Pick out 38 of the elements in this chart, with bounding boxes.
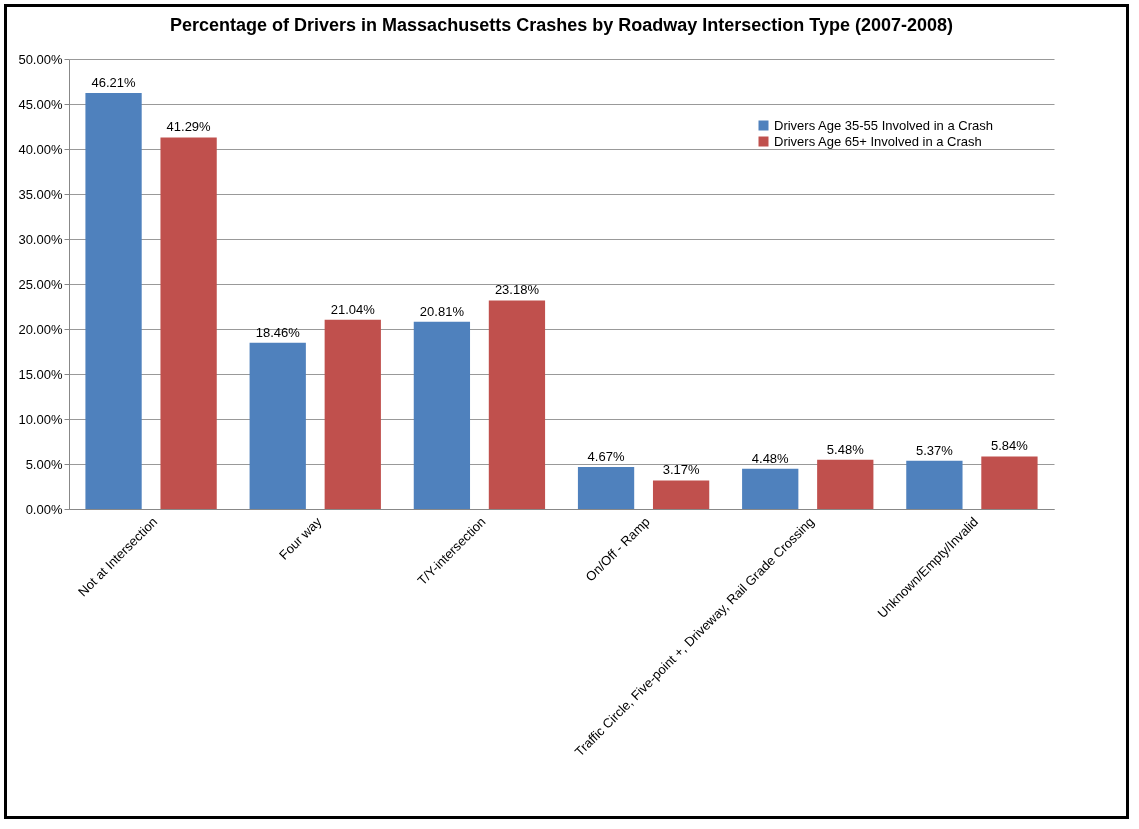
y-tick-label: 10.00%	[18, 411, 63, 427]
bar	[906, 460, 963, 509]
data-label: 3.17%	[662, 462, 700, 478]
y-tick-label: 5.00%	[25, 456, 63, 472]
bar	[652, 480, 710, 509]
data-label: 5.84%	[991, 438, 1029, 454]
y-tick-label: 25.00%	[18, 276, 63, 292]
data-label: 23.18%	[494, 282, 540, 298]
bar	[577, 466, 635, 509]
bar	[160, 137, 217, 509]
y-tick-label: 15.00%	[18, 366, 63, 382]
y-tick-label: 35.00%	[18, 186, 63, 202]
legend-label: Drivers Age 65+ Involved in a Crash	[774, 133, 982, 149]
data-label: 4.67%	[587, 448, 625, 464]
data-label: 21.04%	[330, 301, 376, 317]
data-label: 46.21%	[91, 75, 137, 91]
y-tick-label: 40.00%	[18, 141, 63, 157]
bar	[981, 456, 1038, 509]
data-label: 5.48%	[826, 441, 865, 457]
bar	[413, 321, 471, 509]
bar	[85, 93, 142, 509]
data-label: 20.81%	[419, 303, 465, 319]
y-tick-label: 45.00%	[18, 96, 63, 112]
data-label: 18.46%	[255, 324, 301, 340]
bar	[817, 459, 874, 509]
y-tick-label: 50.00%	[18, 51, 63, 67]
data-label: 4.48%	[751, 450, 790, 466]
legend-label: Drivers Age 35-55 Involved in a Crash	[774, 117, 993, 133]
bar	[488, 300, 546, 509]
bar	[324, 319, 381, 509]
y-tick-label: 0.00%	[25, 501, 63, 517]
bar	[249, 342, 306, 509]
chart-title: Percentage of Drivers in Massachusetts Crashes by Roadway Intersection Type (2007-2008)	[170, 15, 953, 35]
data-label: 41.29%	[166, 119, 212, 135]
bar	[742, 468, 799, 509]
y-tick-label: 30.00%	[18, 231, 63, 247]
data-label: 5.37%	[915, 442, 954, 458]
y-tick-label: 20.00%	[18, 321, 63, 337]
